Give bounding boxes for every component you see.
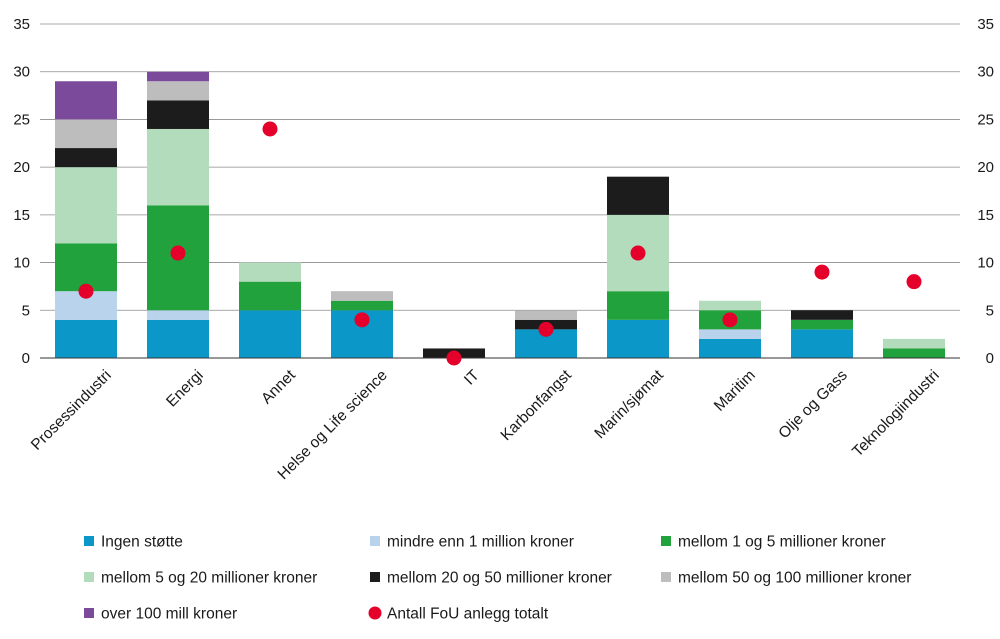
right-y-axis: 0 5 10 15 20 25 30 35	[977, 16, 994, 367]
fou-points	[78, 121, 922, 366]
legend-swatch	[84, 536, 94, 546]
bar-segment	[55, 119, 117, 149]
bar-segment	[147, 81, 209, 101]
right-tick-label: 10	[977, 255, 994, 272]
category-label: Prosessindustri	[28, 367, 115, 454]
legend-swatch	[84, 572, 94, 582]
bar-segment	[55, 81, 117, 120]
category-label: Energi	[163, 367, 207, 411]
category-label: Marin/sjømat	[591, 366, 667, 442]
bar-segment	[791, 319, 853, 330]
legend-label: over 100 mill kroner	[101, 606, 237, 623]
fou-point	[814, 264, 830, 280]
fou-point	[78, 283, 94, 299]
bar-segment	[55, 167, 117, 244]
left-tick-label: 20	[13, 159, 30, 176]
bar-segment	[239, 262, 301, 282]
right-tick-label: 5	[986, 302, 994, 319]
bar-segment	[607, 176, 669, 215]
legend-label: mellom 20 og 50 millioner kroner	[387, 570, 612, 587]
right-tick-label: 35	[977, 16, 994, 33]
right-tick-label: 0	[986, 350, 994, 367]
bar-segment	[607, 319, 669, 358]
category-label: Olje og Gass	[775, 367, 851, 443]
fou-point	[170, 245, 186, 261]
legend-label: mellom 5 og 20 millioner kroner	[101, 570, 317, 587]
bar-segment	[147, 319, 209, 358]
fou-point	[354, 312, 370, 328]
bar-segment	[55, 319, 117, 358]
bar-segment	[147, 128, 209, 206]
bar-segment	[699, 329, 761, 339]
fou-point	[262, 121, 278, 137]
legend-swatch	[661, 572, 671, 582]
fou-point	[722, 312, 738, 328]
bar-segment	[147, 100, 209, 129]
left-tick-label: 25	[13, 111, 30, 128]
legend-swatch	[368, 606, 382, 620]
bar-segment	[147, 71, 209, 82]
bar-segment	[331, 291, 393, 301]
fou-point	[906, 274, 922, 290]
bar-segment	[883, 338, 945, 349]
category-label: Annet	[258, 366, 299, 407]
right-tick-label: 30	[977, 64, 994, 81]
legend-swatch	[370, 536, 380, 546]
left-tick-label: 5	[22, 302, 30, 319]
fou-point	[630, 245, 646, 261]
left-tick-label: 35	[13, 16, 30, 33]
right-tick-label: 25	[977, 111, 994, 128]
bar-segment	[699, 300, 761, 311]
legend-label: Antall FoU anlegg totalt	[387, 606, 549, 623]
bar-segment	[55, 243, 117, 292]
left-tick-label: 15	[13, 207, 30, 224]
bar-segment	[607, 291, 669, 320]
right-tick-label: 15	[977, 207, 994, 224]
bar-segment	[515, 310, 577, 320]
category-label: Teknologiindustri	[849, 367, 943, 461]
bar-segment	[791, 310, 853, 320]
bar-segment	[147, 310, 209, 320]
bar-segment	[239, 281, 301, 311]
right-tick-label: 20	[977, 159, 994, 176]
legend-label: mindre enn 1 million kroner	[387, 534, 574, 551]
left-tick-label: 10	[13, 255, 30, 272]
left-y-axis: 0 5 10 15 20 25 30 35	[13, 16, 30, 367]
bar-segment	[699, 338, 761, 358]
bar-segment	[239, 310, 301, 358]
bar-segment	[791, 329, 853, 358]
bar-segment	[331, 300, 393, 311]
left-tick-label: 30	[13, 64, 30, 81]
legend-label: Ingen støtte	[101, 534, 183, 551]
category-label: Maritim	[711, 367, 759, 415]
legend-swatch	[370, 572, 380, 582]
bar-segment	[883, 348, 945, 358]
legend-swatch	[661, 536, 671, 546]
category-label: IT	[461, 366, 483, 388]
fou-point	[446, 350, 462, 366]
bar-segment	[55, 148, 117, 168]
legend-swatch	[84, 608, 94, 618]
legend-label: mellom 50 og 100 millioner kroner	[678, 570, 911, 587]
fou-point	[538, 321, 554, 337]
legend-label: mellom 1 og 5 millioner kroner	[678, 534, 886, 551]
left-tick-label: 0	[22, 350, 30, 367]
legend: Ingen støtte mindre enn 1 million kroner m…	[84, 534, 911, 623]
category-label: Karbonfangst	[498, 366, 576, 444]
